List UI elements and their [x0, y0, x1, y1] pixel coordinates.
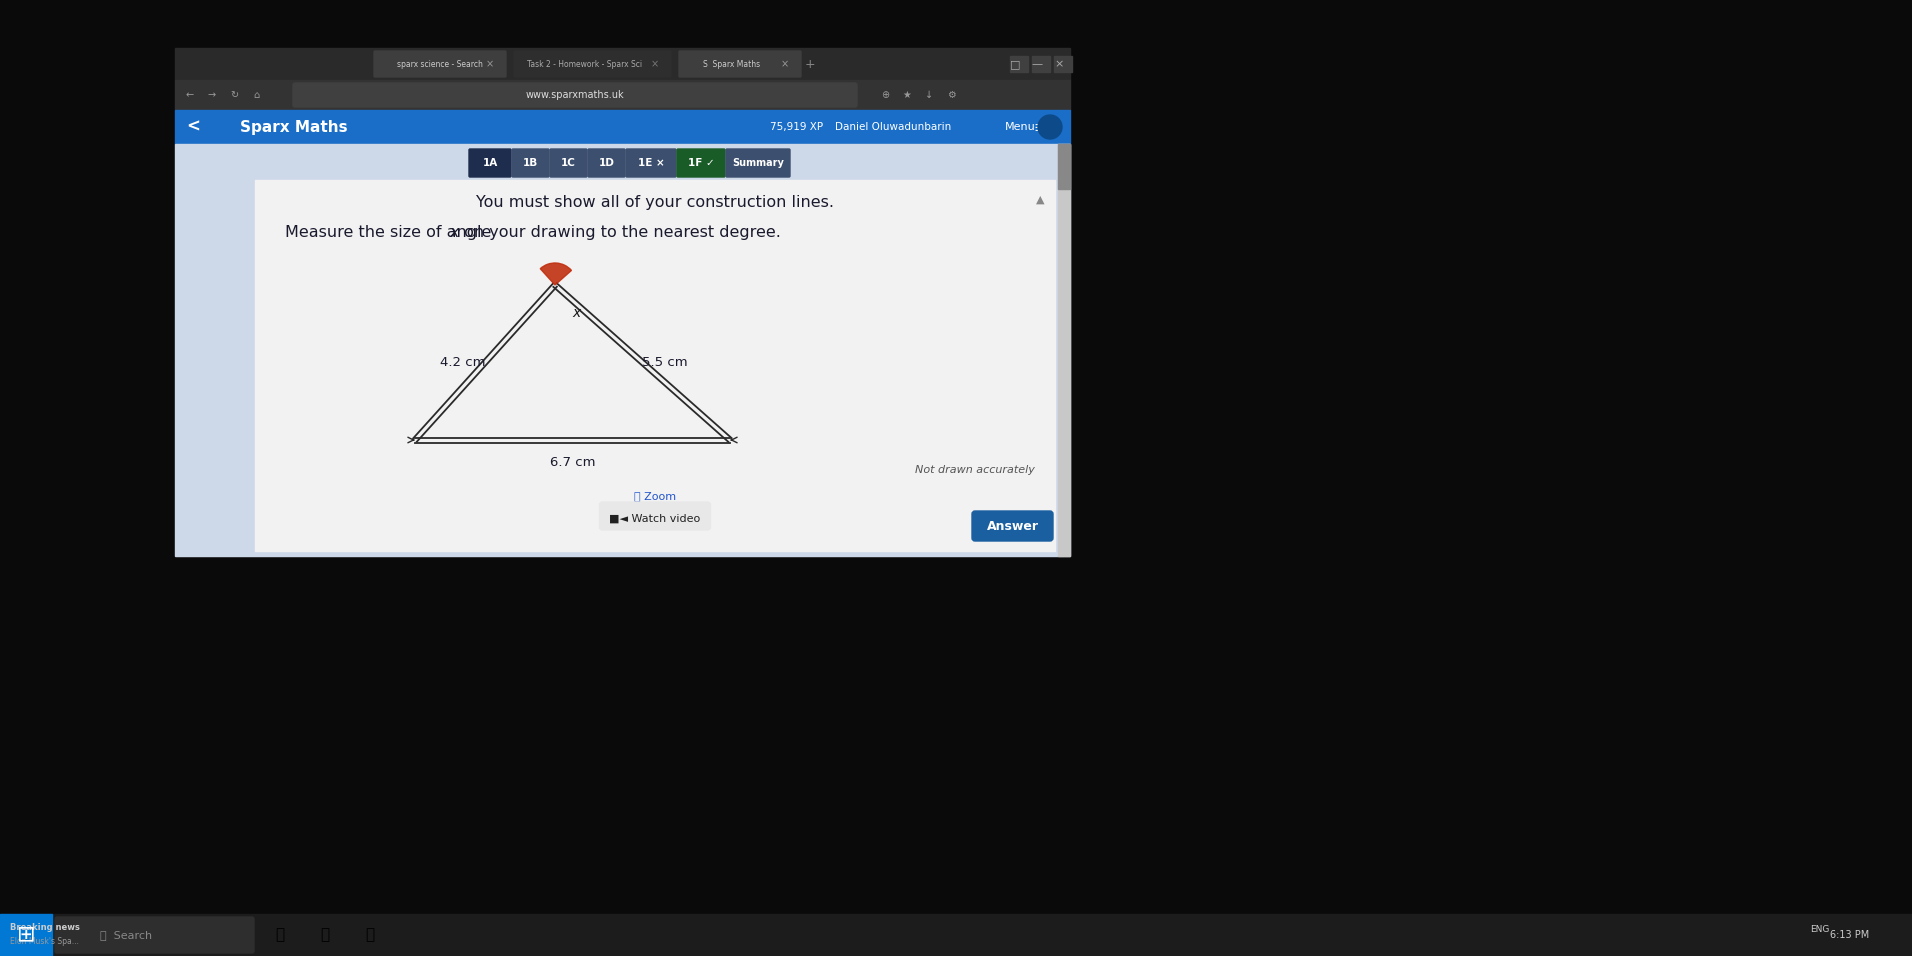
FancyBboxPatch shape	[55, 917, 254, 953]
Bar	[1010, 56, 1029, 72]
Bar	[1057, 144, 1071, 556]
FancyBboxPatch shape	[727, 149, 790, 177]
Text: ⌂: ⌂	[252, 90, 260, 100]
Bar	[1054, 56, 1073, 72]
Text: 1A: 1A	[482, 158, 497, 168]
Text: 5.5 cm: 5.5 cm	[642, 356, 686, 369]
Bar	[176, 48, 1071, 80]
Text: →: →	[208, 90, 216, 100]
FancyBboxPatch shape	[971, 511, 1054, 541]
Wedge shape	[541, 263, 572, 285]
Text: Measure the size of angle: Measure the size of angle	[285, 225, 497, 240]
Bar	[254, 180, 1055, 551]
Text: ★: ★	[902, 90, 912, 100]
Text: 6.7 cm: 6.7 cm	[551, 455, 595, 468]
Text: Daniel Oluwadunbarin: Daniel Oluwadunbarin	[836, 122, 952, 132]
FancyBboxPatch shape	[551, 149, 587, 177]
Text: www.sparxmaths.uk: www.sparxmaths.uk	[526, 90, 625, 100]
Text: ⊞: ⊞	[17, 925, 34, 945]
Text: Menu: Menu	[1006, 122, 1036, 132]
Text: 4.2 cm: 4.2 cm	[440, 356, 486, 369]
Text: Breaking news: Breaking news	[10, 923, 80, 931]
Text: sparx science - Search: sparx science - Search	[398, 59, 484, 69]
Text: ↻: ↻	[229, 90, 239, 100]
Text: 🌐: 🌐	[365, 927, 375, 943]
Text: +: +	[805, 57, 815, 71]
Text: ×: ×	[650, 59, 660, 69]
Text: Elon Musk's Spa...: Elon Musk's Spa...	[10, 937, 78, 945]
Text: ×: ×	[780, 59, 790, 69]
Bar	[0, 0, 1912, 48]
Text: 1E ×: 1E ×	[637, 158, 663, 168]
Text: ×: ×	[486, 59, 493, 69]
Bar	[1032, 56, 1050, 72]
FancyBboxPatch shape	[677, 149, 725, 177]
Bar	[1057, 144, 1071, 189]
FancyBboxPatch shape	[625, 149, 677, 177]
Circle shape	[1038, 115, 1061, 139]
Bar	[1071, 48, 1912, 556]
Text: ×: ×	[1054, 59, 1063, 69]
Text: 🔍  Search: 🔍 Search	[99, 930, 153, 940]
Bar	[0, 914, 1912, 956]
FancyBboxPatch shape	[514, 51, 671, 77]
Text: 📁: 📁	[321, 927, 329, 943]
FancyBboxPatch shape	[468, 149, 511, 177]
Text: 🏠: 🏠	[275, 927, 285, 943]
Text: 1D: 1D	[598, 158, 614, 168]
Bar	[0, 48, 176, 556]
Text: Sparx Maths: Sparx Maths	[241, 120, 348, 135]
Text: on your drawing to the nearest degree.: on your drawing to the nearest degree.	[459, 225, 780, 240]
FancyBboxPatch shape	[589, 149, 625, 177]
Text: —: —	[1031, 59, 1042, 69]
Text: ▲: ▲	[1036, 195, 1044, 205]
Text: 75,919 XP: 75,919 XP	[771, 122, 824, 132]
Bar	[0, 914, 52, 956]
Text: ⊕: ⊕	[881, 90, 889, 100]
Text: 🔍 Zoom: 🔍 Zoom	[635, 491, 677, 501]
Bar	[176, 144, 1071, 556]
Text: Summary: Summary	[732, 158, 784, 168]
FancyBboxPatch shape	[293, 83, 857, 107]
Text: $x$: $x$	[449, 225, 461, 240]
Text: 1F ✓: 1F ✓	[688, 158, 715, 168]
Text: $x$: $x$	[572, 306, 583, 320]
Text: 1C: 1C	[560, 158, 576, 168]
Text: □: □	[1010, 59, 1021, 69]
Text: ENG: ENG	[1811, 924, 1830, 933]
Bar	[176, 110, 1071, 144]
Text: ≡: ≡	[1032, 120, 1046, 135]
Text: <: <	[185, 118, 201, 136]
FancyBboxPatch shape	[600, 502, 711, 530]
Text: 1B: 1B	[522, 158, 537, 168]
Text: ←: ←	[185, 90, 193, 100]
Bar	[176, 80, 1071, 110]
Text: ↓: ↓	[925, 90, 933, 100]
FancyBboxPatch shape	[375, 51, 507, 77]
Text: ⚙: ⚙	[946, 90, 956, 100]
Text: Not drawn accurately: Not drawn accurately	[916, 465, 1034, 475]
FancyBboxPatch shape	[679, 51, 801, 77]
Text: You must show all of your construction lines.: You must show all of your construction l…	[476, 194, 834, 209]
FancyBboxPatch shape	[512, 149, 549, 177]
Text: ■◄ Watch video: ■◄ Watch video	[610, 514, 700, 524]
Text: Answer: Answer	[987, 519, 1038, 532]
Text: 6:13 PM: 6:13 PM	[1830, 930, 1870, 940]
Text: S  Sparx Maths: S Sparx Maths	[704, 59, 761, 69]
Text: Task 2 - Homework - Sparx Sci: Task 2 - Homework - Sparx Sci	[528, 59, 642, 69]
Bar	[176, 48, 1071, 556]
